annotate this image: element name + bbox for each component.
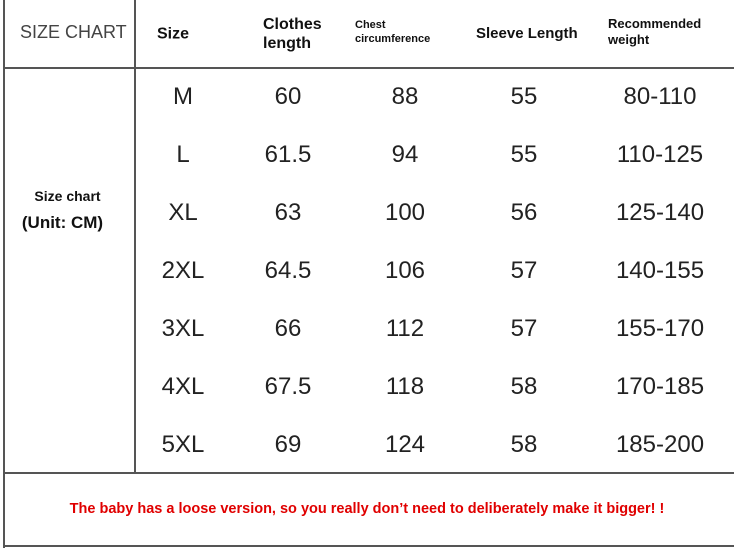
table-cell: XL — [168, 199, 198, 226]
table-cell: 63 — [274, 199, 302, 226]
table-cell: 100 — [384, 199, 426, 226]
unit-label: (Unit: CM) — [21, 213, 104, 232]
table-cell: L — [176, 141, 190, 168]
column-header-line: circumference — [355, 33, 431, 45]
table-cell: 55 — [510, 83, 538, 110]
column-divider — [134, 0, 136, 474]
table-cell: 69 — [274, 431, 302, 458]
table-cell: 58 — [510, 431, 538, 458]
table-cell: 55 — [510, 141, 538, 168]
table-cell: 88 — [391, 83, 419, 110]
column-header-line: Sleeve Length — [476, 25, 578, 42]
table-cell: 66 — [274, 315, 302, 342]
table-cell: 61.5 — [264, 141, 312, 168]
left-border — [3, 0, 5, 548]
bottom-border — [3, 545, 734, 547]
table-cell: 5XL — [161, 431, 205, 458]
column-header: Sleeve Length — [476, 25, 578, 43]
table-cell: 125-140 — [615, 199, 705, 226]
table-cell: 124 — [384, 431, 426, 458]
column-header-line: Recommended — [608, 16, 702, 31]
body-bottom-border — [3, 472, 734, 474]
table-cell: 2XL — [161, 257, 205, 284]
side-label: Size chart — [34, 188, 101, 204]
table-cell: 106 — [384, 257, 426, 284]
table-cell: 185-200 — [615, 431, 705, 458]
chart-title: SIZE CHART — [20, 22, 127, 42]
table-cell: M — [173, 83, 193, 110]
table-cell: 58 — [510, 373, 538, 400]
column-header-line: weight — [608, 32, 650, 47]
column-header-line: Size — [157, 25, 190, 43]
column-header: Size — [157, 25, 189, 44]
table-cell: 56 — [510, 199, 538, 226]
table-cell: 170-185 — [615, 373, 705, 400]
column-header: Chest circumference — [355, 18, 430, 46]
table-cell: 57 — [510, 257, 538, 284]
column-header-line: Chest — [355, 19, 386, 31]
table-cell: 110-125 — [616, 141, 704, 168]
table-cell: 57 — [510, 315, 538, 342]
table-cell: 155-170 — [615, 315, 705, 342]
table-cell: 140-155 — [615, 257, 705, 284]
column-header-line: Clothes — [263, 16, 322, 33]
table-cell: 64.5 — [264, 257, 312, 284]
table-cell: 80-110 — [623, 83, 697, 110]
table-cell: 67.5 — [264, 373, 312, 400]
table-cell: 94 — [391, 141, 419, 168]
table-cell: 3XL — [161, 315, 205, 342]
table-cell: 112 — [385, 315, 425, 342]
table-cell: 4XL — [161, 373, 205, 400]
column-header: Clothes length — [263, 15, 322, 53]
header-divider — [3, 67, 734, 69]
column-header-line: length — [263, 35, 311, 52]
table-cell: 118 — [385, 373, 425, 400]
table-cell: 60 — [274, 83, 302, 110]
column-header: Recommended weight — [608, 16, 701, 48]
sizing-note: The baby has a loose version, so you rea… — [69, 501, 665, 517]
